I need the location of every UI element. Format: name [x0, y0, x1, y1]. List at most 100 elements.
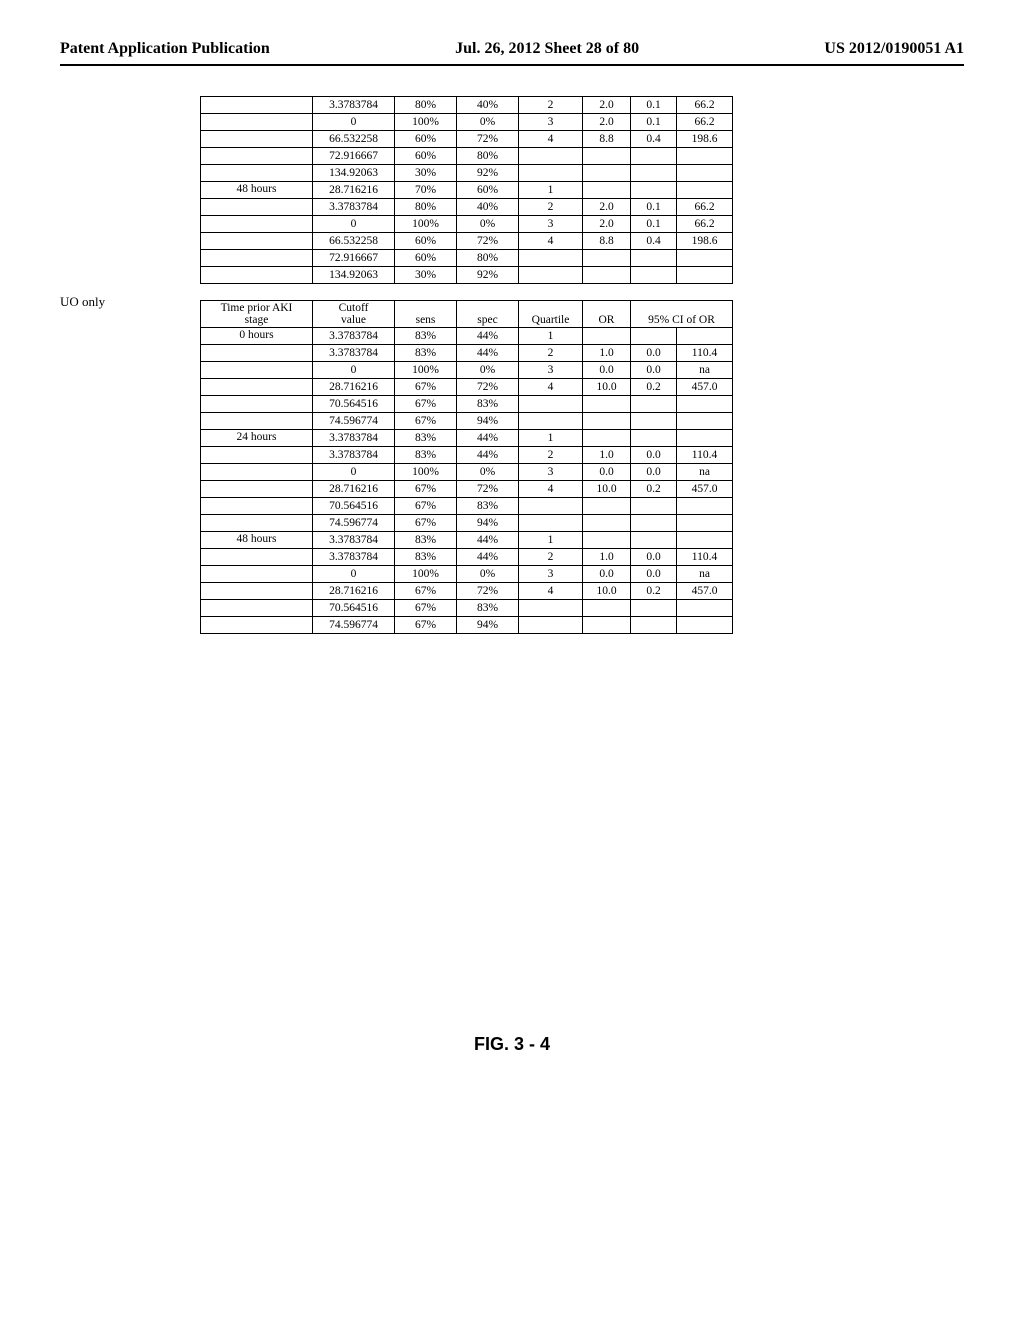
cell-ci-hi [677, 267, 733, 284]
cell-time [201, 345, 313, 362]
cell-cutoff: 3.3783784 [313, 328, 395, 345]
cell-ci-lo [631, 182, 677, 199]
cell-cutoff: 66.532258 [313, 233, 395, 250]
cell-ci-hi: 110.4 [677, 345, 733, 362]
cell-ci-lo: 0.0 [631, 566, 677, 583]
cell-spec: 44% [457, 549, 519, 566]
cell-spec: 60% [457, 182, 519, 199]
cell-spec: 44% [457, 345, 519, 362]
cell-ci-hi [677, 600, 733, 617]
cell-time [201, 131, 313, 148]
cell-ci-hi [677, 182, 733, 199]
cell-spec: 92% [457, 165, 519, 182]
table-row: 0100%0%30.00.0na [201, 464, 733, 481]
cell-sens: 60% [395, 233, 457, 250]
content-wrap: 3.378378480%40%22.00.166.20100%0%32.00.1… [120, 96, 964, 634]
cell-spec: 72% [457, 131, 519, 148]
cell-cutoff: 0 [313, 114, 395, 131]
table-row: 0100%0%32.00.166.2 [201, 216, 733, 233]
cell-time [201, 267, 313, 284]
cell-spec: 40% [457, 199, 519, 216]
cell-or: 2.0 [583, 199, 631, 216]
table-row: 70.56451667%83% [201, 396, 733, 413]
cell-spec: 72% [457, 379, 519, 396]
cell-spec: 72% [457, 583, 519, 600]
cell-spec: 44% [457, 328, 519, 345]
cell-sens: 67% [395, 498, 457, 515]
cell-ci-hi [677, 413, 733, 430]
cell-spec: 0% [457, 362, 519, 379]
table-row: 3.378378483%44%21.00.0110.4 [201, 549, 733, 566]
cell-cutoff: 3.3783784 [313, 430, 395, 447]
cell-sens: 80% [395, 199, 457, 216]
cell-ci-hi: na [677, 362, 733, 379]
cell-cutoff: 74.596774 [313, 413, 395, 430]
cell-cutoff: 134.92063 [313, 267, 395, 284]
cell-time [201, 199, 313, 216]
cell-or [583, 617, 631, 634]
cell-sens: 83% [395, 549, 457, 566]
cell-quartile [519, 396, 583, 413]
cell-quartile: 2 [519, 199, 583, 216]
cell-ci-lo: 0.1 [631, 216, 677, 233]
cell-ci-hi: 66.2 [677, 216, 733, 233]
cell-ci-lo: 0.1 [631, 97, 677, 114]
table-row: 134.9206330%92% [201, 267, 733, 284]
cell-ci-hi [677, 250, 733, 267]
cell-or: 8.8 [583, 131, 631, 148]
cell-cutoff: 3.3783784 [313, 199, 395, 216]
cell-sens: 83% [395, 532, 457, 549]
cell-cutoff: 72.916667 [313, 250, 395, 267]
page: Patent Application Publication Jul. 26, … [0, 0, 1024, 1320]
cell-ci-lo: 0.4 [631, 131, 677, 148]
cell-quartile [519, 148, 583, 165]
table-row: 66.53225860%72%48.80.4198.6 [201, 233, 733, 250]
cell-or [583, 498, 631, 515]
cell-ci-lo [631, 617, 677, 634]
cell-spec: 80% [457, 250, 519, 267]
cell-or: 8.8 [583, 233, 631, 250]
cell-ci-lo: 0.2 [631, 379, 677, 396]
cell-ci-lo [631, 328, 677, 345]
cell-sens: 80% [395, 97, 457, 114]
cell-or: 0.0 [583, 566, 631, 583]
header-cutoff: Cutoffvalue [313, 301, 395, 328]
table-row: 3.378378480%40%22.00.166.2 [201, 199, 733, 216]
cell-ci-lo: 0.0 [631, 362, 677, 379]
cell-or: 0.0 [583, 362, 631, 379]
cell-cutoff: 72.916667 [313, 148, 395, 165]
cell-quartile [519, 515, 583, 532]
cell-ci-hi: 457.0 [677, 379, 733, 396]
cell-time [201, 216, 313, 233]
cell-cutoff: 134.92063 [313, 165, 395, 182]
cell-sens: 60% [395, 131, 457, 148]
cell-cutoff: 3.3783784 [313, 549, 395, 566]
cell-spec: 0% [457, 114, 519, 131]
cell-quartile [519, 413, 583, 430]
table-row: 28.71621667%72%410.00.2457.0 [201, 481, 733, 498]
cell-ci-hi: 110.4 [677, 549, 733, 566]
cell-quartile: 3 [519, 216, 583, 233]
cell-sens: 30% [395, 267, 457, 284]
cell-sens: 67% [395, 600, 457, 617]
cell-spec: 44% [457, 430, 519, 447]
cell-ci-lo: 0.0 [631, 549, 677, 566]
cell-ci-lo: 0.0 [631, 345, 677, 362]
cell-quartile [519, 600, 583, 617]
cell-cutoff: 28.716216 [313, 379, 395, 396]
cell-ci-hi: 198.6 [677, 131, 733, 148]
cell-ci-lo [631, 267, 677, 284]
cell-cutoff: 3.3783784 [313, 97, 395, 114]
cell-ci-lo: 0.0 [631, 447, 677, 464]
table-row: 28.71621667%72%410.00.2457.0 [201, 583, 733, 600]
cell-cutoff: 0 [313, 362, 395, 379]
cell-or: 10.0 [583, 481, 631, 498]
cell-quartile: 4 [519, 583, 583, 600]
cell-or [583, 182, 631, 199]
cell-spec: 83% [457, 498, 519, 515]
cell-quartile: 1 [519, 182, 583, 199]
header-or: OR [583, 301, 631, 328]
cell-quartile: 1 [519, 532, 583, 549]
cell-sens: 83% [395, 328, 457, 345]
cell-or: 2.0 [583, 216, 631, 233]
